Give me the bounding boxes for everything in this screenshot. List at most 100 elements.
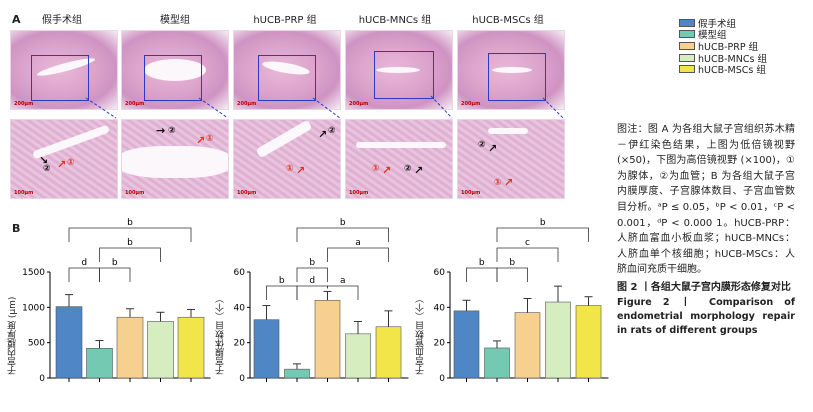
legend-swatch [679, 53, 695, 62]
y-tick-label: 40 [234, 303, 246, 313]
significance-bracket [496, 267, 528, 282]
micrograph-high-model: → ② ↗ ① 100μm [121, 119, 229, 199]
y-tick-label: 0 [239, 374, 245, 384]
bar [575, 305, 602, 379]
panel-b-label: B [12, 222, 21, 235]
significance-label: b [540, 218, 546, 228]
group-title-mscs: hUCB-MSCs 组 [472, 15, 544, 26]
micrograph-low-mncs: 200μm [345, 30, 453, 110]
significance-label: d [309, 276, 315, 286]
chart-endometrial-thickness: 0 500 1000 1500 b b d b [0, 200, 211, 404]
bar [545, 301, 571, 379]
scale-bar: 200μm [237, 101, 257, 107]
bar [314, 299, 341, 379]
y-tick-label: 500 [28, 339, 45, 349]
micrograph-high-mncs: ① ↗ ② ↗ 100μm [345, 119, 453, 199]
legend-item: hUCB-PRP 组 [679, 40, 767, 53]
y-tick-label: 60 [434, 268, 446, 278]
chart-vessel-count: 0 20 40 60 b c b b [408, 200, 609, 404]
significance-bracket [496, 227, 589, 242]
bar [55, 306, 83, 379]
y-tick-label: 0 [39, 374, 45, 384]
group-title-prp: hUCB-PRP 组 [253, 15, 317, 26]
figure-caption: 图注：图 A 为各组大鼠子宫组织苏木精－伊红染色结果，上图为低倍镜视野 (×50… [617, 122, 795, 338]
bar [284, 368, 310, 379]
significance-label: a [340, 276, 346, 286]
significance-bracket [266, 285, 298, 300]
legend-label: hUCB-MSCs 组 [698, 65, 766, 77]
bar [116, 316, 144, 379]
legend-item: 模型组 [679, 29, 767, 41]
legend: 假手术组 模型组 hUCB-PRP 组 hUCB-MNCs 组 hUCB-MSCs 组 [679, 17, 767, 77]
scale-bar: 100μm [14, 190, 34, 196]
zoom-box [488, 53, 546, 101]
significance-bracket [296, 227, 389, 242]
scale-bar: 100μm [461, 190, 481, 196]
y-tick-label: 1500 [22, 268, 45, 278]
significance-bracket [327, 247, 389, 262]
y-tick-label: 60 [234, 268, 246, 278]
significance-bracket [68, 227, 192, 242]
scale-bar: 100μm [237, 190, 257, 196]
bar [514, 312, 541, 379]
bar [345, 333, 371, 379]
significance-label: b [479, 258, 485, 268]
significance-bracket [496, 247, 559, 262]
significance-bracket [296, 285, 328, 300]
significance-bracket [99, 247, 161, 262]
group-title-mncs: hUCB-MNCs 组 [358, 15, 432, 26]
micrograph-high-prp: ↗ ② ① ↗ 100μm [233, 119, 341, 199]
significance-label: b [127, 218, 133, 228]
legend-swatch [679, 30, 695, 39]
zoom-box [144, 55, 202, 101]
scale-bar: 200μm [125, 101, 145, 107]
y-tick-label: 40 [434, 303, 446, 313]
y-tick-label: 0 [439, 374, 445, 384]
significance-bracket [466, 267, 498, 282]
legend-label: 模型组 [698, 30, 727, 42]
bar [177, 316, 205, 379]
group-title-model: 模型组 [160, 15, 190, 26]
significance-label: b [309, 258, 315, 268]
zoom-box [258, 55, 316, 101]
significance-label: b [509, 258, 515, 268]
panel-a-label: A [12, 13, 21, 26]
significance-label: c [525, 238, 530, 248]
zoom-box [31, 55, 89, 101]
chart-gland-count: 0 20 40 60 b a b b d a [208, 200, 409, 404]
legend-label: hUCB-PRP 组 [698, 41, 759, 53]
scale-bar: 200μm [461, 101, 481, 107]
caption-body: 图注：图 A 为各组大鼠子宫组织苏木精－伊红染色结果，上图为低倍镜视野 (×50… [617, 124, 795, 276]
significance-label: d [81, 258, 87, 268]
legend-item: 假手术组 [679, 17, 767, 30]
legend-swatch [679, 18, 695, 27]
significance-bracket [296, 267, 328, 282]
zoom-box [374, 51, 434, 99]
y-tick-label: 20 [234, 339, 246, 349]
scale-bar: 200μm [349, 101, 369, 107]
significance-label: b [127, 238, 133, 248]
significance-bracket [68, 267, 100, 282]
scale-bar: 100μm [125, 190, 145, 196]
legend-item: hUCB-MSCs 组 [679, 63, 767, 77]
legend-swatch [679, 65, 695, 74]
bar [453, 310, 480, 379]
legend-label: 假手术组 [698, 18, 737, 30]
caption-title-zh: 图 2 丨各组大鼠子宫内膜形态修复对比 [617, 281, 791, 293]
micrograph-high-mscs: ② ↗ ① ↗ 100μm [457, 119, 565, 199]
micrograph-low-mscs: 200μm [457, 30, 565, 110]
legend-item: hUCB-MNCs 组 [679, 52, 767, 65]
legend-label: hUCB-MNCs 组 [698, 53, 767, 65]
significance-label: a [355, 238, 361, 248]
scale-bar: 200μm [14, 101, 34, 107]
significance-label: b [340, 218, 346, 228]
micrograph-low-prp: 200μm [233, 30, 341, 110]
significance-bracket [99, 267, 131, 282]
bar [375, 326, 402, 379]
bar [86, 348, 113, 379]
bar [484, 347, 510, 379]
legend-swatch [679, 41, 695, 50]
y-tick-label: 20 [434, 339, 446, 349]
